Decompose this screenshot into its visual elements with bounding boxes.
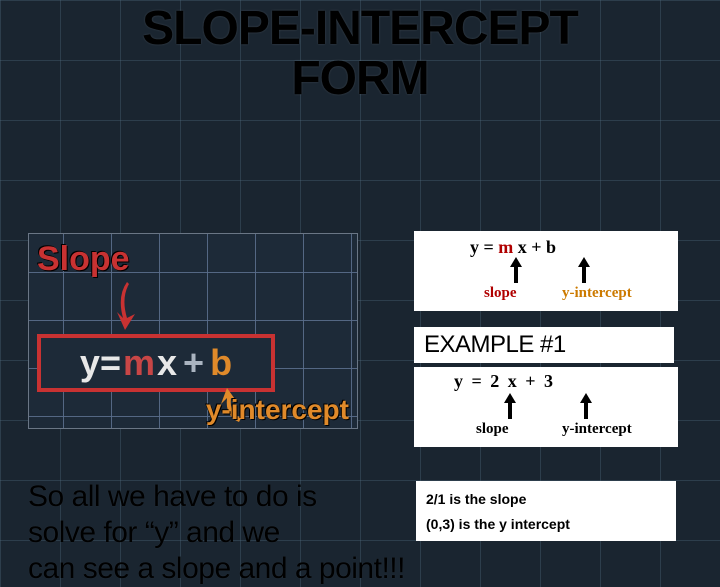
slide-title: SLOPE-INTERCEPT FORM [0,0,720,105]
explanation-line-1: So all we have to do is [28,480,317,513]
arrow-up-ex-yint-icon [580,393,592,419]
arrow-slope-icon [107,278,147,334]
arrow-up-yint-icon [578,257,590,283]
formula-suffix: x + b [513,237,556,257]
arrow-up-ex-slope-icon [504,393,516,419]
equation-box: y = m x + b [37,334,275,392]
eq-b: b [210,342,232,384]
slope-annotation: slope [484,285,517,302]
arrow-up-slope-icon [510,257,522,283]
formula-text: y = m x + b [470,237,556,258]
example-panel: y = 2 x + 3 slope y-intercept [414,367,678,447]
formula-prefix: y = [470,237,498,257]
title-line-2: FORM [291,52,428,105]
left-graph-panel: Slope y = m x + b y-intercept [28,233,358,429]
explanation-text: So all we have to do is solve for “y” an… [28,479,405,587]
example-equation: y = 2 x + 3 [454,371,555,392]
result-slope: 2/1 is the slope [426,487,666,512]
slope-label: Slope [37,240,130,279]
result-yint: (0,3) is the y intercept [426,512,666,537]
yint-annotation: y-intercept [562,285,632,302]
explanation-line-3: can see a slope and a point!!! [28,552,405,585]
eq-m: m [121,342,157,384]
example-heading: EXAMPLE #1 [414,327,674,363]
eq-plus: + [177,342,210,384]
explanation-line-2: solve for “y” and we [28,516,280,549]
eq-y: y [80,342,100,384]
title-line-1: SLOPE-INTERCEPT [142,2,578,55]
slide-content: Slope y = m x + b y-intercept y = m x + … [0,105,720,535]
example-slope-annotation: slope [476,421,509,438]
yintercept-label: y-intercept [206,394,349,426]
formula-m: m [498,237,513,257]
example-yint-annotation: y-intercept [562,421,632,438]
formula-annotated-panel: y = m x + b slope y-intercept [414,231,678,311]
example-results-panel: 2/1 is the slope (0,3) is the y intercep… [416,481,676,541]
eq-x: x [157,342,177,384]
eq-equals: = [100,342,121,384]
